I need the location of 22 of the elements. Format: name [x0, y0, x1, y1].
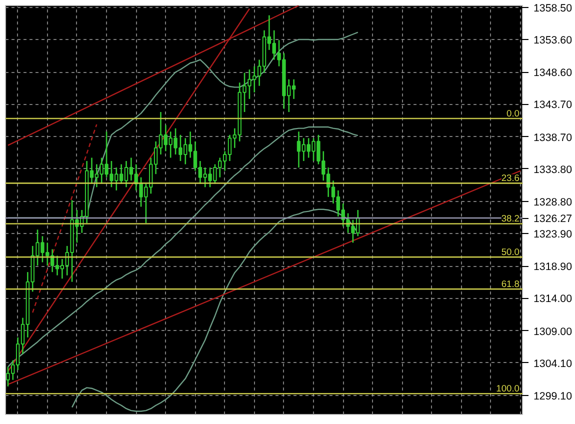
annotation: 50.0 [501, 247, 520, 258]
y-tick-label: 1348.60 [534, 67, 572, 80]
annotation: 23.6 [501, 173, 520, 184]
annotation: 100.0 [496, 384, 520, 394]
ref-line-label: 1326.27 [534, 213, 572, 226]
annotation: 61.8 [501, 279, 520, 290]
annotation: 0.0 [506, 108, 520, 119]
y-tick-label: 1353.60 [534, 34, 572, 46]
y-tick-label: 1309.00 [534, 326, 572, 338]
y-tick-label: 1343.70 [534, 99, 572, 112]
y-tick-label: 1333.80 [534, 164, 572, 176]
line-series [71, 208, 358, 412]
annotation: 38.2 [501, 214, 520, 224]
y-tick-label: 1304.10 [534, 358, 572, 370]
y-tick-label: 1314.00 [534, 293, 572, 306]
line-series [7, 126, 358, 368]
y-tick-label: 1358.50 [534, 2, 572, 14]
y-tick-label: 1318.90 [534, 261, 572, 274]
y-tick-label: 1338.70 [534, 132, 572, 144]
y-tick-label: 1328.80 [534, 196, 572, 209]
y-tick-label: 1323.90 [534, 228, 572, 241]
y-tick-label: 1299.10 [534, 390, 572, 403]
